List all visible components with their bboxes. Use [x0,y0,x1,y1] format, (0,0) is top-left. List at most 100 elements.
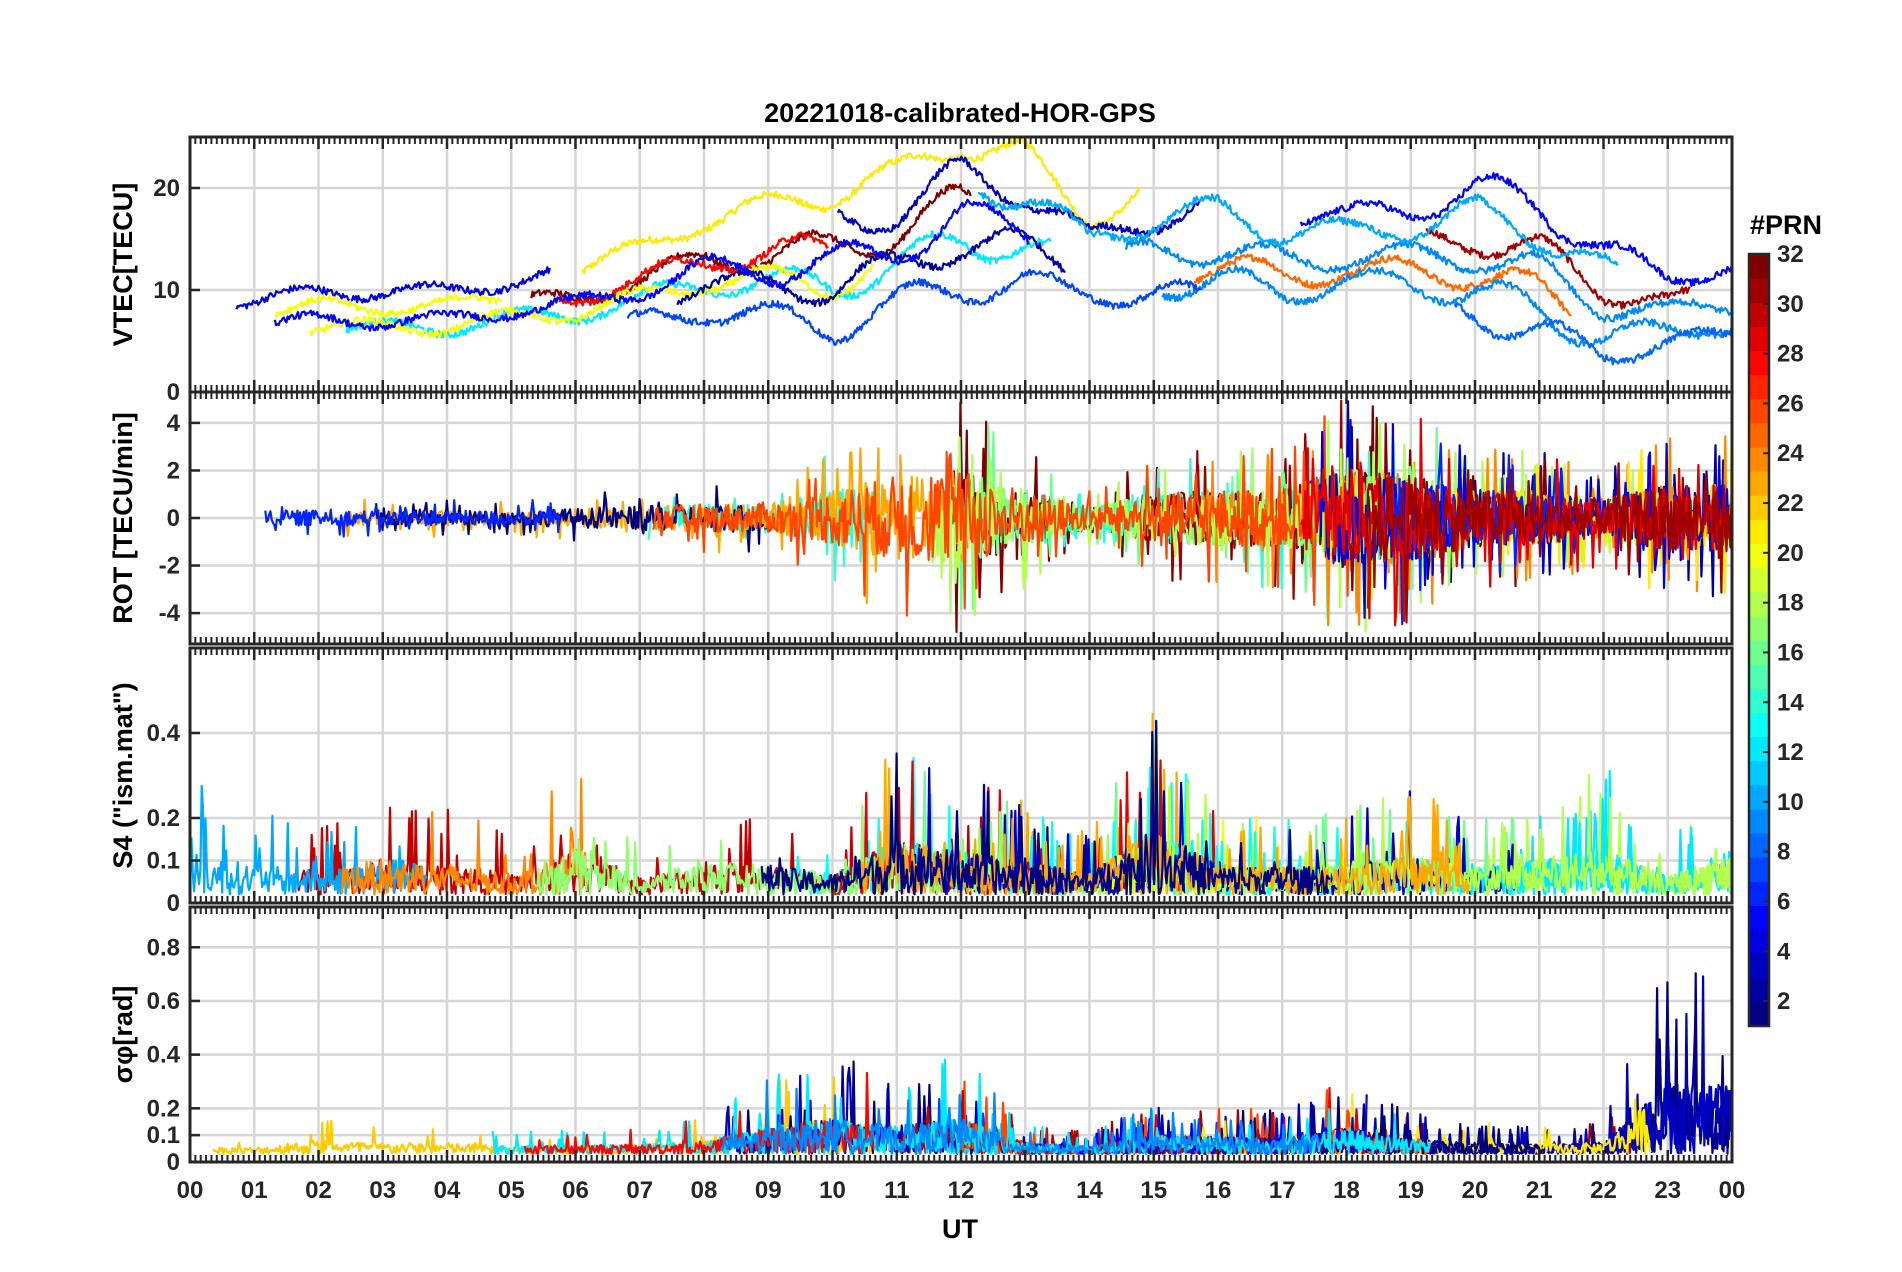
x-tick-label: 09 [755,1177,782,1204]
y-tick-label: 20 [153,175,180,202]
y-tick-label: 0.6 [147,988,180,1015]
x-tick-label: 16 [1205,1177,1232,1204]
colorbar-segment [1749,881,1769,906]
colorbar-segment [1749,519,1769,545]
series-line-prn-12 [345,230,1052,339]
series-line-prn-31 [1365,462,1732,624]
y-tick-label: 0 [167,1149,180,1176]
colorbar-tick-label: 28 [1777,341,1804,368]
x-tick-label: 14 [1076,1177,1103,1204]
y-tick-label: -4 [159,600,181,627]
series-line-prn-5 [1299,172,1732,288]
y-axis-title: S4 ("ism.mat") [108,682,138,868]
series-line-prn-8 [1453,302,1732,366]
colorbar-tick-label: 16 [1777,639,1804,666]
series-group [212,972,1732,1156]
x-tick-label: 20 [1462,1177,1489,1204]
colorbar-segment [1749,929,1769,955]
colorbar-segment [1749,784,1769,810]
colorbar-segment [1749,543,1769,569]
series-line-prn-6 [264,499,561,538]
y-tick-label: 0.4 [147,720,181,747]
x-tick-label: 11 [884,1177,909,1204]
x-tick-label: 04 [434,1177,461,1204]
panel-rot: -4 -2 0 2 4 ROT [TECU/min] [108,390,1734,646]
y-tick-label: 0.1 [147,1122,180,1149]
colorbar-segment [1749,374,1769,400]
x-tick-label: 00 [177,1177,204,1204]
series-group [264,399,1732,634]
colorbar-segment [1749,302,1769,327]
series-line-prn-20 [274,292,503,319]
colorbar-tick-label: 32 [1777,241,1804,268]
colorbar-segment [1749,278,1769,303]
colorbar-segment [1749,736,1769,762]
x-tick-label: 01 [241,1177,268,1204]
colorbar-segment [1749,495,1769,520]
colorbar-tick-label: 2 [1777,988,1790,1015]
colorbar-title: #PRN [1750,210,1822,240]
x-tick-label: 21 [1526,1177,1553,1204]
colorbar-segment [1749,567,1769,593]
y-axis-title: VTEC[TECU] [108,183,138,347]
series-line-prn-26 [651,415,1358,617]
series-line-prn-31 [1425,227,1691,310]
colorbar-segment [1749,712,1769,738]
colorbar-tick-label: 12 [1777,739,1804,766]
colorbar-tick-label: 6 [1777,888,1790,915]
colorbar-segment [1749,615,1769,641]
panel-sigma_phi: 00.10.2 0.4 0.6 0.8 σφ[rad] [108,905,1734,1176]
x-tick-label: 08 [691,1177,718,1204]
series-line-prn-1 [760,719,1331,896]
y-tick-label: 0 [167,890,180,917]
colorbar-segment [1749,447,1769,472]
colorbar-segment [1749,833,1769,858]
series-group [190,712,1732,896]
series-line-prn-5 [273,198,1030,332]
y-axis-title: ROT [TECU/min] [108,412,138,623]
x-tick-label: 22 [1590,1177,1617,1204]
series-line-prn-7 [626,268,1201,346]
colorbar-segment [1749,857,1769,882]
series-line-prn-28 [558,231,829,308]
colorbar-segment [1749,905,1769,931]
y-tick-label: -2 [159,553,180,580]
colorbar-segment [1749,398,1769,424]
colorbar-box [1747,252,1771,1028]
x-tick-label: 18 [1333,1177,1360,1204]
y-tick-label: 0 [167,505,180,532]
x-tick-label: 05 [498,1177,525,1204]
colorbar-segment [1749,640,1769,665]
y-tick-label: 0.2 [147,1095,180,1122]
colorbar-tick-label: 22 [1777,490,1804,517]
colorbar-tick-label: 20 [1777,540,1804,567]
series-line-prn-10 [977,191,1619,266]
colorbar-segment [1749,808,1769,834]
x-tick-label: 17 [1269,1177,1296,1204]
colorbar-segment [1749,760,1769,786]
colorbar-tick-label: 26 [1777,390,1804,417]
colorbar-segment [1749,977,1769,1003]
series-line-prn-18 [1126,735,1732,896]
series-line-prn-9 [1124,237,1732,323]
colorbar-segment [1749,664,1769,689]
series-line-prn-23 [859,712,1470,896]
x-tick-label: 23 [1654,1177,1681,1204]
colorbar-segment [1749,471,1769,496]
x-tick-label: 12 [948,1177,975,1204]
x-tick-label: 06 [562,1177,589,1204]
colorbar-tick-label: 8 [1777,839,1790,866]
panel-s4: 0 0.1 0.2 0.4 S4 ("ism.mat") [108,646,1734,917]
y-tick-label: 0.1 [147,848,180,875]
colorbar-tick-label: 18 [1777,590,1804,617]
colorbar-tick-label: 4 [1777,938,1791,965]
colorbar-tick-label: 30 [1777,291,1804,318]
chart-title: 20221018-calibrated-HOR-GPS [764,98,1156,128]
colorbar-tick-label: 14 [1777,689,1804,716]
x-tick-label: 03 [369,1177,396,1204]
x-tick-label: 10 [819,1177,846,1204]
colorbar-segment [1749,591,1769,617]
colorbar-segment [1749,350,1769,376]
